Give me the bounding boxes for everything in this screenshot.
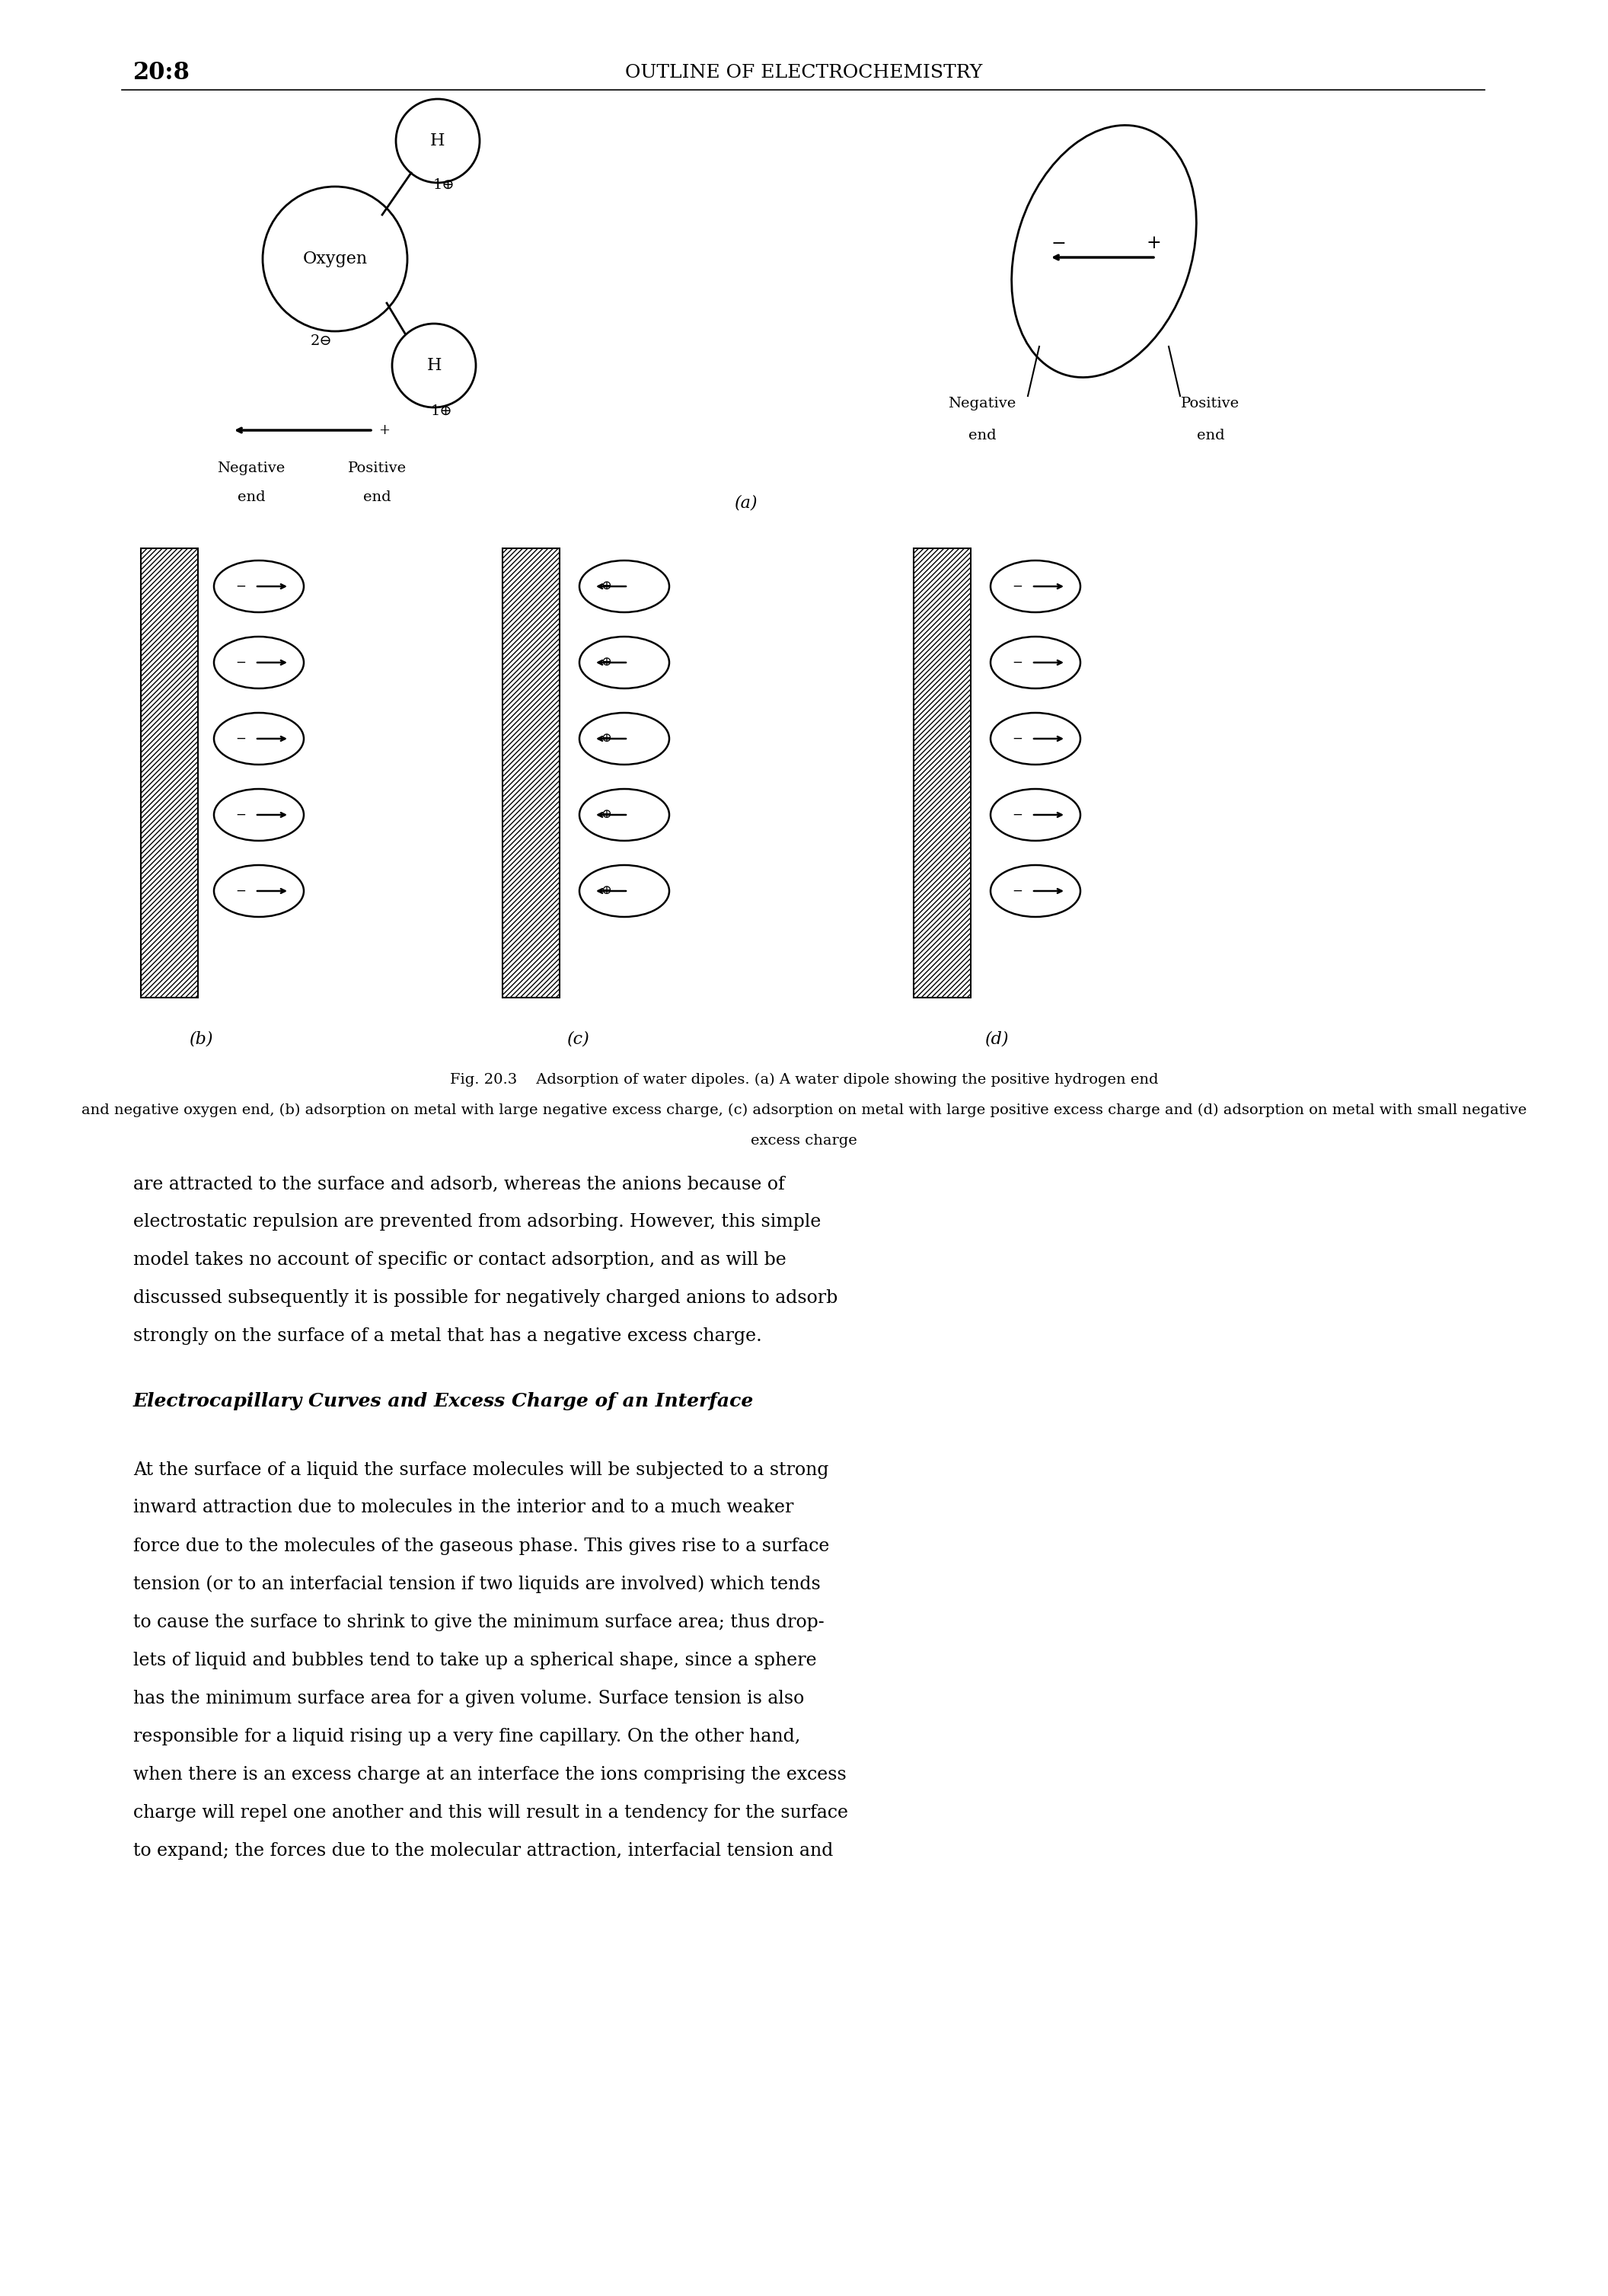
Text: −: − xyxy=(1011,581,1023,592)
Bar xyxy=(913,549,971,996)
Text: responsible for a liquid rising up a very fine capillary. On the other hand,: responsible for a liquid rising up a ver… xyxy=(133,1727,801,1745)
Text: 1⊕: 1⊕ xyxy=(431,404,452,418)
Text: Negative: Negative xyxy=(949,397,1016,411)
Ellipse shape xyxy=(579,560,669,613)
Text: inward attraction due to molecules in the interior and to a much weaker: inward attraction due to molecules in th… xyxy=(133,1499,794,1518)
Text: Negative: Negative xyxy=(217,461,285,475)
Text: −: − xyxy=(235,884,246,898)
Text: 1⊕: 1⊕ xyxy=(433,179,455,193)
Text: H: H xyxy=(431,133,445,149)
Bar xyxy=(502,549,560,996)
Ellipse shape xyxy=(991,866,1081,916)
Text: Positive: Positive xyxy=(347,461,407,475)
Text: are attracted to the surface and adsorb, whereas the anions because of: are attracted to the surface and adsorb,… xyxy=(133,1176,785,1194)
Text: Electrocapillary Curves and Excess Charge of an Interface: Electrocapillary Curves and Excess Charg… xyxy=(133,1391,754,1410)
Text: −: − xyxy=(1011,808,1023,822)
Ellipse shape xyxy=(579,712,669,765)
Text: −: − xyxy=(1011,657,1023,668)
Text: tension (or to an interfacial tension if two liquids are involved) which tends: tension (or to an interfacial tension if… xyxy=(133,1575,820,1593)
Text: end: end xyxy=(238,491,265,505)
Text: ⊕: ⊕ xyxy=(601,732,611,746)
Ellipse shape xyxy=(579,636,669,689)
Text: end: end xyxy=(1196,429,1225,443)
Text: Positive: Positive xyxy=(1182,397,1240,411)
Text: (d): (d) xyxy=(986,1031,1010,1047)
Text: model takes no account of specific or contact adsorption, and as will be: model takes no account of specific or co… xyxy=(133,1251,786,1270)
Text: has the minimum surface area for a given volume. Surface tension is also: has the minimum surface area for a given… xyxy=(133,1690,804,1706)
Ellipse shape xyxy=(579,866,669,916)
Text: −: − xyxy=(1050,234,1066,253)
Ellipse shape xyxy=(214,560,304,613)
Ellipse shape xyxy=(579,790,669,840)
Text: lets of liquid and bubbles tend to take up a spherical shape, since a sphere: lets of liquid and bubbles tend to take … xyxy=(133,1651,817,1669)
Text: −: − xyxy=(235,808,246,822)
Text: force due to the molecules of the gaseous phase. This gives rise to a surface: force due to the molecules of the gaseou… xyxy=(133,1536,830,1554)
Text: Oxygen: Oxygen xyxy=(302,250,367,266)
Ellipse shape xyxy=(214,790,304,840)
Ellipse shape xyxy=(991,790,1081,840)
Text: electrostatic repulsion are prevented from adsorbing. However, this simple: electrostatic repulsion are prevented fr… xyxy=(133,1215,822,1231)
Text: −: − xyxy=(235,581,246,592)
Text: ⊕: ⊕ xyxy=(601,884,611,898)
Text: −: − xyxy=(1011,884,1023,898)
Text: and negative oxygen end, (b) adsorption on metal with large negative excess char: and negative oxygen end, (b) adsorption … xyxy=(82,1104,1526,1118)
Text: end: end xyxy=(363,491,391,505)
Ellipse shape xyxy=(214,712,304,765)
Text: −: − xyxy=(235,732,246,746)
Text: −: − xyxy=(1011,732,1023,746)
Text: 20:8: 20:8 xyxy=(133,60,190,85)
Text: excess charge: excess charge xyxy=(751,1134,857,1148)
Text: when there is an excess charge at an interface the ions comprising the excess: when there is an excess charge at an int… xyxy=(133,1766,846,1784)
Text: strongly on the surface of a metal that has a negative excess charge.: strongly on the surface of a metal that … xyxy=(133,1327,762,1345)
Text: ⊕: ⊕ xyxy=(601,657,611,668)
Bar xyxy=(142,549,198,996)
Text: H: H xyxy=(426,358,442,374)
Ellipse shape xyxy=(991,636,1081,689)
Text: At the surface of a liquid the surface molecules will be subjected to a strong: At the surface of a liquid the surface m… xyxy=(133,1460,828,1479)
Ellipse shape xyxy=(214,866,304,916)
Text: charge will repel one another and this will result in a tendency for the surface: charge will repel one another and this w… xyxy=(133,1805,847,1821)
Text: ⊕: ⊕ xyxy=(601,581,611,592)
Text: to cause the surface to shrink to give the minimum surface area; thus drop-: to cause the surface to shrink to give t… xyxy=(133,1614,825,1630)
Text: end: end xyxy=(968,429,995,443)
Ellipse shape xyxy=(214,636,304,689)
Text: OUTLINE OF ELECTROCHEMISTRY: OUTLINE OF ELECTROCHEMISTRY xyxy=(626,64,982,80)
Text: (b): (b) xyxy=(190,1031,214,1047)
Text: discussed subsequently it is possible for negatively charged anions to adsorb: discussed subsequently it is possible fo… xyxy=(133,1290,838,1306)
Text: Fig. 20.3    Adsorption of water dipoles. (a) A water dipole showing the positiv: Fig. 20.3 Adsorption of water dipoles. (… xyxy=(450,1072,1158,1086)
Text: ⊕: ⊕ xyxy=(601,808,611,822)
Text: (a): (a) xyxy=(735,494,757,512)
Text: 2⊖: 2⊖ xyxy=(310,335,333,349)
Text: +: + xyxy=(378,422,389,436)
Ellipse shape xyxy=(991,560,1081,613)
Ellipse shape xyxy=(991,712,1081,765)
Text: to expand; the forces due to the molecular attraction, interfacial tension and: to expand; the forces due to the molecul… xyxy=(133,1841,833,1860)
Text: +: + xyxy=(1147,234,1161,253)
Text: −: − xyxy=(235,657,246,668)
Text: (c): (c) xyxy=(568,1031,590,1047)
